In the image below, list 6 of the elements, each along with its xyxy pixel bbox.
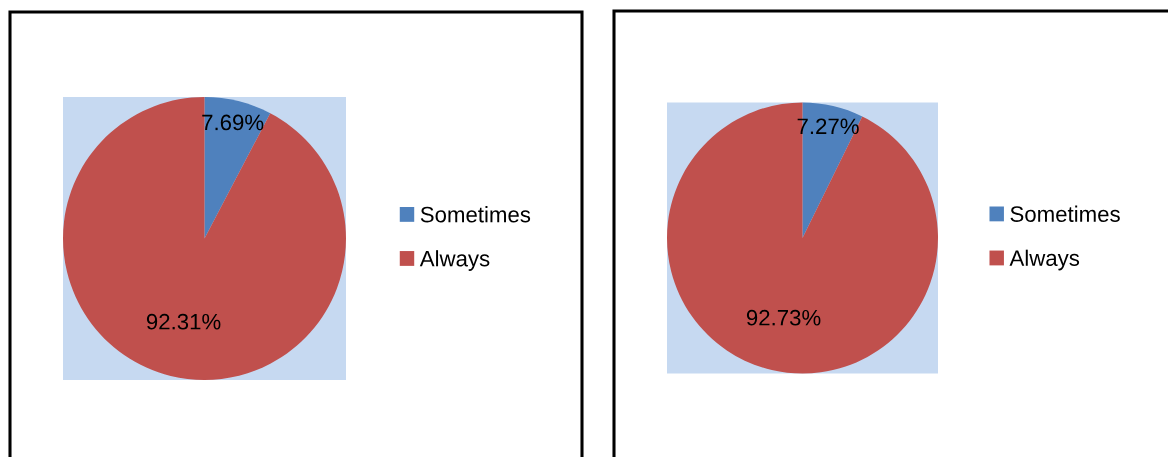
legend-label: Always bbox=[1009, 249, 1080, 271]
data-label: 92.31% bbox=[146, 313, 221, 330]
legend-label: Always bbox=[419, 250, 490, 271]
data-label: 92.73% bbox=[746, 309, 821, 326]
legend-label: Sometimes bbox=[420, 206, 531, 223]
legend-label: Sometimes bbox=[1010, 205, 1120, 222]
